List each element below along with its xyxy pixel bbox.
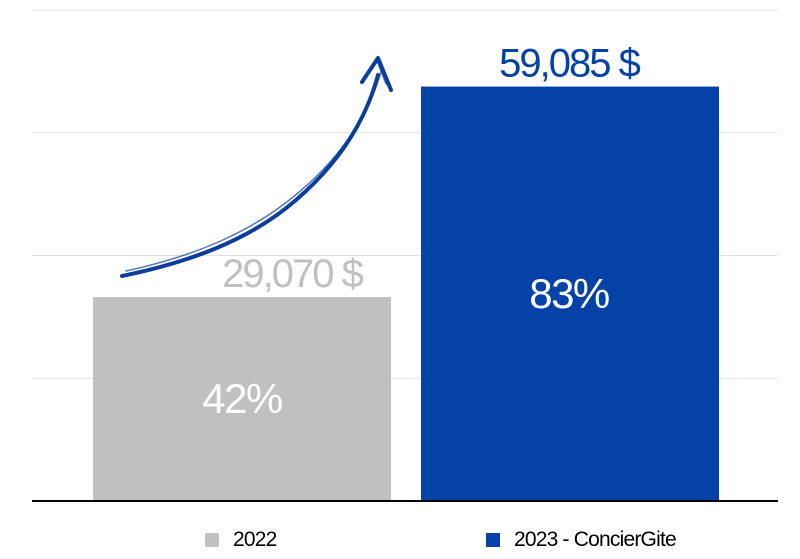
value-label-2023: 59,085 $ [499, 42, 640, 86]
percent-label-2022: 42% [202, 375, 282, 422]
legend-item-2022: 2022 [205, 528, 277, 552]
legend-swatch-2023 [486, 533, 500, 547]
legend-label-2023: 2023 - ConcierGite [514, 528, 677, 551]
bars: 29,070 $ 42% 59,085 $ 83% [93, 42, 719, 502]
bar-2022 [93, 297, 391, 501]
bar-chart: 29,070 $ 42% 59,085 $ 83% [32, 9, 778, 502]
legend-label-2022: 2022 [233, 528, 277, 551]
growth-arrow-icon [120, 56, 393, 278]
percent-label-2023: 83% [529, 270, 609, 317]
legend-item-2023: 2023 - ConcierGite [486, 528, 677, 552]
value-label-2022: 29,070 $ [222, 252, 363, 296]
legend-swatch-2022 [205, 533, 219, 547]
bar-2023 [421, 86, 719, 502]
